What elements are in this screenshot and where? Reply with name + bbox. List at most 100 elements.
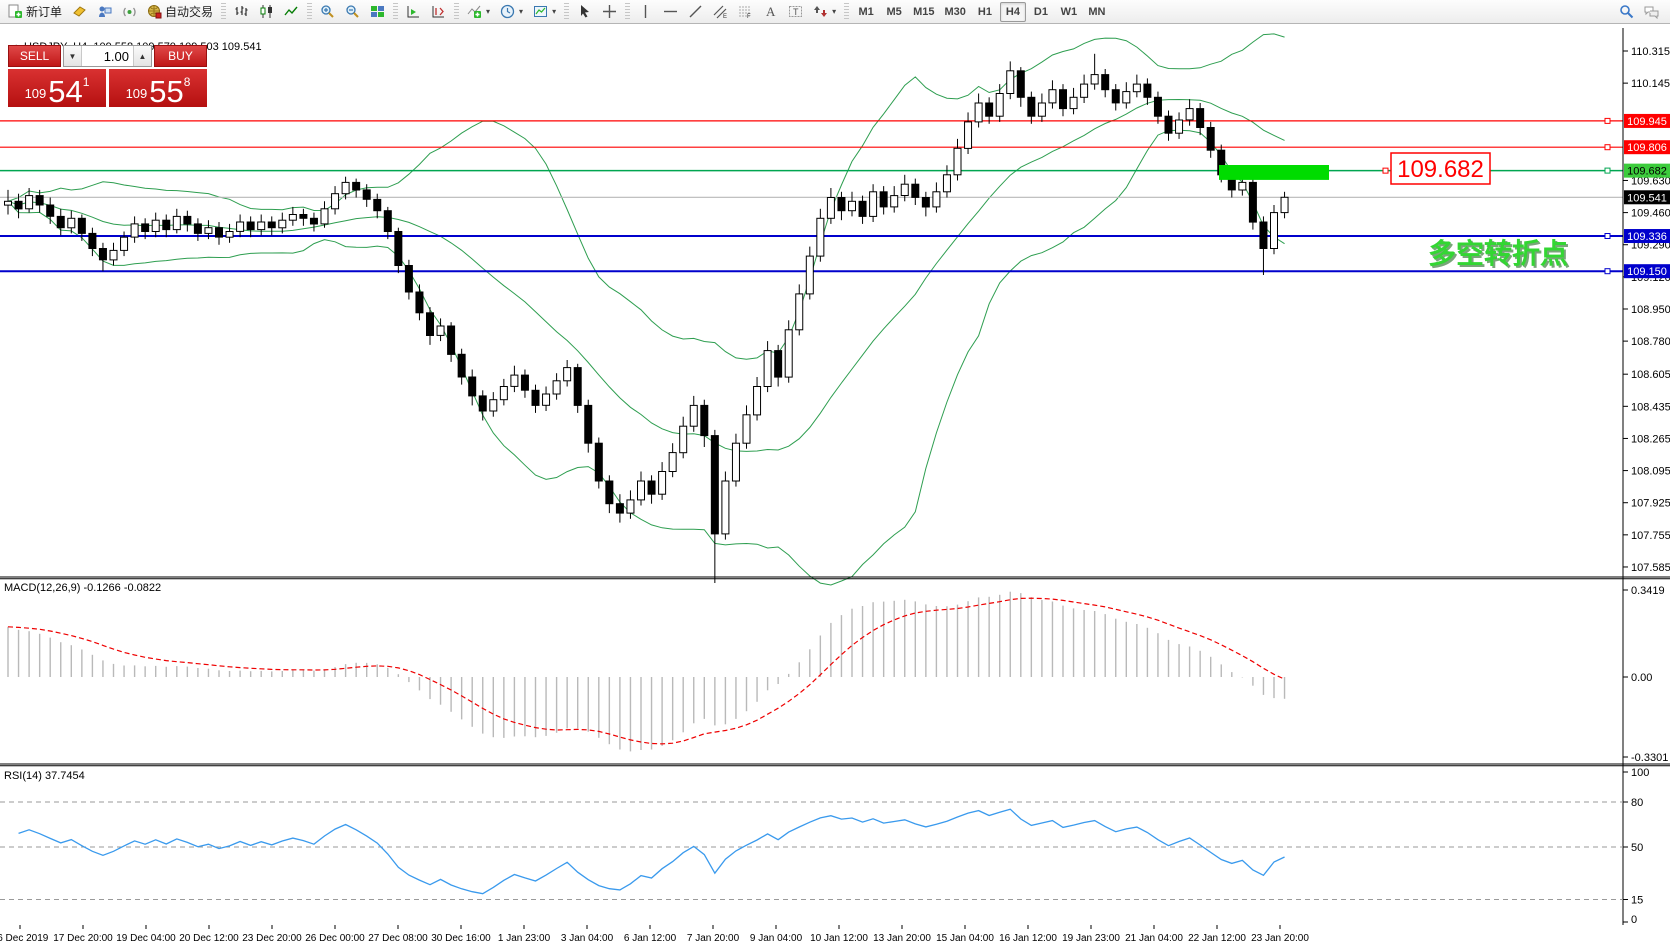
svg-text:107.925: 107.925 bbox=[1631, 498, 1670, 510]
svg-text:108.950: 108.950 bbox=[1631, 304, 1670, 316]
timeframe-h1[interactable]: H1 bbox=[972, 2, 998, 22]
autotrading-icon bbox=[147, 4, 162, 19]
buy-button[interactable]: BUY bbox=[154, 45, 207, 67]
svg-text:-0.3301: -0.3301 bbox=[1631, 752, 1668, 764]
svg-text:100: 100 bbox=[1631, 767, 1649, 779]
textT-icon: T bbox=[788, 4, 803, 19]
metaeditor-button[interactable] bbox=[93, 2, 116, 22]
svg-text:109.945: 109.945 bbox=[1627, 116, 1667, 128]
svg-text:109.541: 109.541 bbox=[1627, 192, 1667, 204]
zoom-in-icon bbox=[320, 4, 335, 19]
svg-text:0: 0 bbox=[1631, 914, 1637, 926]
indicators-button[interactable]: ▾ bbox=[463, 2, 494, 22]
toolbar-separator bbox=[221, 2, 227, 21]
svg-text:16 Dec 2019: 16 Dec 2019 bbox=[0, 933, 49, 944]
hline-handle[interactable] bbox=[1604, 117, 1611, 124]
svg-text:109.460: 109.460 bbox=[1631, 208, 1670, 220]
zoom-out-button[interactable] bbox=[341, 2, 364, 22]
line-chart-button[interactable] bbox=[280, 2, 303, 22]
buy-price-tile[interactable]: 109 55 8 bbox=[109, 69, 207, 107]
tile-windows-button[interactable] bbox=[366, 2, 389, 22]
vertical-line-button[interactable] bbox=[634, 2, 657, 22]
volume-decrease-button[interactable]: ▼ bbox=[64, 46, 82, 66]
volume-increase-button[interactable]: ▲ bbox=[133, 46, 151, 66]
hline-handle[interactable] bbox=[1604, 233, 1611, 239]
arrows-button[interactable]: ▾ bbox=[809, 2, 840, 22]
sell-price-big: 54 bbox=[48, 74, 83, 109]
periods-button[interactable]: ▾ bbox=[496, 2, 527, 22]
svg-text:110.145: 110.145 bbox=[1631, 78, 1670, 90]
text-button[interactable]: A bbox=[759, 2, 782, 22]
toolbar-separator bbox=[844, 2, 850, 21]
text-label-button[interactable]: T bbox=[784, 2, 807, 22]
svg-text:109.336: 109.336 bbox=[1627, 231, 1667, 243]
highlight-rectangle[interactable] bbox=[1219, 165, 1329, 180]
svg-text:108.605: 108.605 bbox=[1631, 369, 1670, 381]
svg-text:107.755: 107.755 bbox=[1631, 530, 1670, 542]
search-button[interactable] bbox=[1615, 2, 1638, 22]
new-order-button[interactable]: 新订单 bbox=[4, 2, 66, 22]
cursor-icon bbox=[577, 4, 592, 19]
timeframe-h1-label: H1 bbox=[977, 5, 992, 18]
hline-handle[interactable] bbox=[1604, 167, 1611, 174]
chart-shift-button[interactable] bbox=[427, 2, 450, 22]
timeframe-m1[interactable]: M1 bbox=[853, 2, 879, 22]
auto-scroll-button[interactable] bbox=[402, 2, 425, 22]
fibonacci-button[interactable]: F bbox=[734, 2, 757, 22]
yellow-tag-button[interactable] bbox=[68, 2, 91, 22]
svg-text:0.00: 0.00 bbox=[1631, 672, 1652, 684]
timeframe-w1-label: W1 bbox=[1060, 5, 1078, 18]
sell-price-tile[interactable]: 109 54 1 bbox=[8, 69, 106, 107]
autotrading-button[interactable]: 自动交易 bbox=[143, 2, 217, 22]
equidistant-channel-button[interactable]: E bbox=[709, 2, 732, 22]
svg-text:13 Jan 20:00: 13 Jan 20:00 bbox=[873, 933, 931, 944]
svg-text:109.150: 109.150 bbox=[1627, 266, 1667, 278]
signals-icon bbox=[122, 4, 137, 19]
chat-button[interactable] bbox=[1640, 2, 1663, 22]
annotation-text[interactable]: 多空转折点 bbox=[1428, 237, 1568, 269]
toolbar-separator bbox=[625, 2, 631, 21]
timeframe-m5[interactable]: M5 bbox=[881, 2, 907, 22]
chevron-down-icon[interactable]: ▾ bbox=[832, 7, 837, 16]
arrows-icon bbox=[813, 4, 828, 19]
rsi-panel: 100 80 50 15 0 bbox=[0, 767, 1649, 926]
timeframe-m30[interactable]: M30 bbox=[941, 2, 970, 22]
cursor-button[interactable] bbox=[573, 2, 596, 22]
svg-text:22 Jan 12:00: 22 Jan 12:00 bbox=[1188, 933, 1246, 944]
volume-input[interactable] bbox=[82, 46, 133, 66]
chevron-down-icon[interactable]: ▾ bbox=[552, 7, 557, 16]
horizontal-line-button[interactable] bbox=[659, 2, 682, 22]
templates-button[interactable]: ▾ bbox=[529, 2, 560, 22]
timeframe-d1-label: D1 bbox=[1033, 5, 1048, 18]
timeframe-d1[interactable]: D1 bbox=[1028, 2, 1054, 22]
crosshair-button[interactable] bbox=[598, 2, 621, 22]
candlestick-chart-button[interactable] bbox=[255, 2, 278, 22]
new-order-icon bbox=[8, 4, 23, 19]
price-axis[interactable]: 110.315110.145109.630109.460109.290109.1… bbox=[1622, 28, 1670, 925]
svg-text:108.435: 108.435 bbox=[1631, 401, 1670, 413]
chevron-down-icon[interactable]: ▾ bbox=[519, 7, 524, 16]
svg-text:27 Dec 08:00: 27 Dec 08:00 bbox=[368, 933, 428, 944]
bar-chart-button[interactable] bbox=[230, 2, 253, 22]
hline-handle[interactable] bbox=[1604, 144, 1611, 151]
chart-canvas[interactable] bbox=[0, 28, 1623, 925]
timeframe-mn-label: MN bbox=[1088, 5, 1106, 18]
autoscroll-icon bbox=[406, 4, 421, 19]
chevron-down-icon[interactable]: ▾ bbox=[486, 7, 491, 16]
zoom-out-icon bbox=[345, 4, 360, 19]
trendline-button[interactable] bbox=[684, 2, 707, 22]
price-callout[interactable]: 109.682 bbox=[1382, 152, 1491, 185]
signals-button[interactable] bbox=[118, 2, 141, 22]
timeframe-w1[interactable]: W1 bbox=[1056, 2, 1082, 22]
hline-handle[interactable] bbox=[1604, 268, 1611, 275]
zoom-in-button[interactable] bbox=[316, 2, 339, 22]
timeframe-m15[interactable]: M15 bbox=[909, 2, 938, 22]
sell-button[interactable]: SELL bbox=[8, 45, 61, 67]
timeframe-m1-label: M1 bbox=[858, 5, 874, 18]
timeframe-mn[interactable]: MN bbox=[1084, 2, 1110, 22]
buy-price-prefix: 109 bbox=[125, 86, 148, 101]
timeframe-h4[interactable]: H4 bbox=[999, 1, 1026, 22]
svg-text:7 Jan 20:00: 7 Jan 20:00 bbox=[687, 933, 740, 944]
